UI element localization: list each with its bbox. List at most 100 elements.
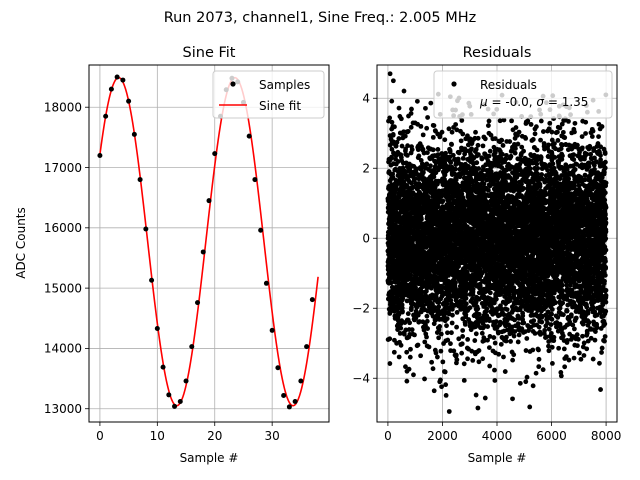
residuals-xtick-label: 2000	[427, 429, 458, 443]
residual-point	[442, 369, 448, 375]
residual-point	[479, 156, 485, 162]
residual-point	[460, 131, 466, 137]
residual-point	[446, 126, 452, 132]
residual-point	[424, 288, 429, 294]
residual-point	[473, 331, 479, 337]
residual-point	[453, 352, 459, 358]
residual-point	[410, 184, 416, 190]
sample-point	[212, 151, 218, 157]
residual-point	[430, 366, 436, 372]
residual-point	[510, 396, 515, 402]
residual-point	[435, 152, 441, 158]
residual-point	[444, 323, 449, 329]
residual-point	[470, 358, 476, 363]
residual-point	[475, 135, 481, 141]
residual-point	[426, 344, 432, 350]
residual-point	[509, 118, 514, 124]
residual-point	[475, 142, 481, 148]
residual-point	[516, 129, 522, 135]
residual-point	[433, 350, 439, 356]
residual-point	[396, 105, 402, 111]
residual-point	[463, 301, 469, 307]
residual-point	[450, 312, 455, 318]
residual-point	[424, 313, 430, 319]
residual-point	[476, 359, 482, 365]
residual-point	[504, 334, 509, 340]
residual-point	[414, 166, 419, 172]
residual-point	[404, 378, 410, 384]
residual-point	[404, 183, 410, 188]
sample-point	[114, 74, 120, 80]
residual-point	[405, 311, 411, 317]
residual-point	[425, 326, 431, 331]
sample-point	[97, 152, 103, 158]
residual-point	[409, 147, 415, 153]
residual-point	[460, 328, 466, 333]
residual-point	[431, 388, 437, 394]
residual-point	[404, 152, 410, 158]
residual-point	[482, 136, 488, 142]
residual-point	[424, 334, 429, 340]
residual-point	[424, 125, 430, 131]
residual-point	[508, 339, 513, 344]
sample-point	[120, 77, 126, 83]
sine-fit-panel: Sine Fit 0 10 20 30130001400015000160001700…	[14, 45, 330, 465]
sample-point	[137, 177, 143, 183]
residual-point	[451, 348, 457, 354]
sample-point	[183, 378, 189, 384]
sine-fit-ytick-label: 18000	[44, 101, 82, 115]
residual-point	[416, 153, 422, 159]
residual-point	[392, 124, 397, 130]
residual-point	[422, 339, 428, 345]
residual-point	[504, 307, 510, 313]
residual-point	[456, 336, 462, 342]
residual-point	[438, 331, 444, 337]
residual-point	[442, 137, 448, 143]
residual-point	[443, 393, 449, 398]
residual-point	[487, 290, 493, 296]
residual-point	[473, 392, 479, 398]
residual-point	[391, 349, 397, 355]
sine-fit-ytick-label: 14000	[44, 342, 82, 356]
residuals-ytick-label: 0	[362, 232, 370, 246]
residual-point	[407, 320, 413, 326]
residual-point	[448, 259, 454, 264]
residual-point	[409, 305, 414, 311]
sample-point	[172, 403, 178, 409]
residual-point	[436, 304, 442, 310]
residual-point	[405, 143, 410, 149]
residual-point	[449, 142, 454, 147]
residual-point	[449, 330, 454, 336]
residual-point	[420, 132, 426, 138]
residual-point	[459, 341, 465, 347]
residual-point	[433, 317, 438, 323]
residual-point	[513, 125, 519, 130]
residual-point	[461, 361, 467, 367]
residual-point	[439, 129, 445, 135]
sample-point	[309, 297, 315, 303]
residual-point	[412, 332, 417, 338]
residual-point	[469, 146, 474, 152]
legend-samples-marker	[230, 81, 236, 87]
residual-point	[390, 171, 396, 177]
legend-samples-label: Samples	[259, 78, 310, 92]
residual-point	[444, 301, 450, 307]
residual-point	[472, 338, 478, 343]
residual-point	[498, 341, 504, 347]
sine-fit-xtick-label: 20	[207, 429, 222, 443]
sample-point	[304, 344, 310, 350]
residual-point	[491, 335, 497, 340]
residual-point	[421, 327, 427, 333]
residuals-xtick-label: 0	[384, 429, 392, 443]
residual-point	[437, 324, 443, 329]
residual-point	[435, 147, 441, 152]
residual-point	[480, 356, 486, 362]
residual-point	[398, 325, 404, 331]
sample-point	[149, 277, 155, 283]
residual-point	[487, 363, 493, 369]
residual-point	[511, 333, 517, 339]
residual-point	[459, 350, 465, 356]
residual-point	[454, 324, 459, 330]
residual-point	[486, 345, 492, 350]
sine-fit-legend-box	[212, 70, 325, 119]
